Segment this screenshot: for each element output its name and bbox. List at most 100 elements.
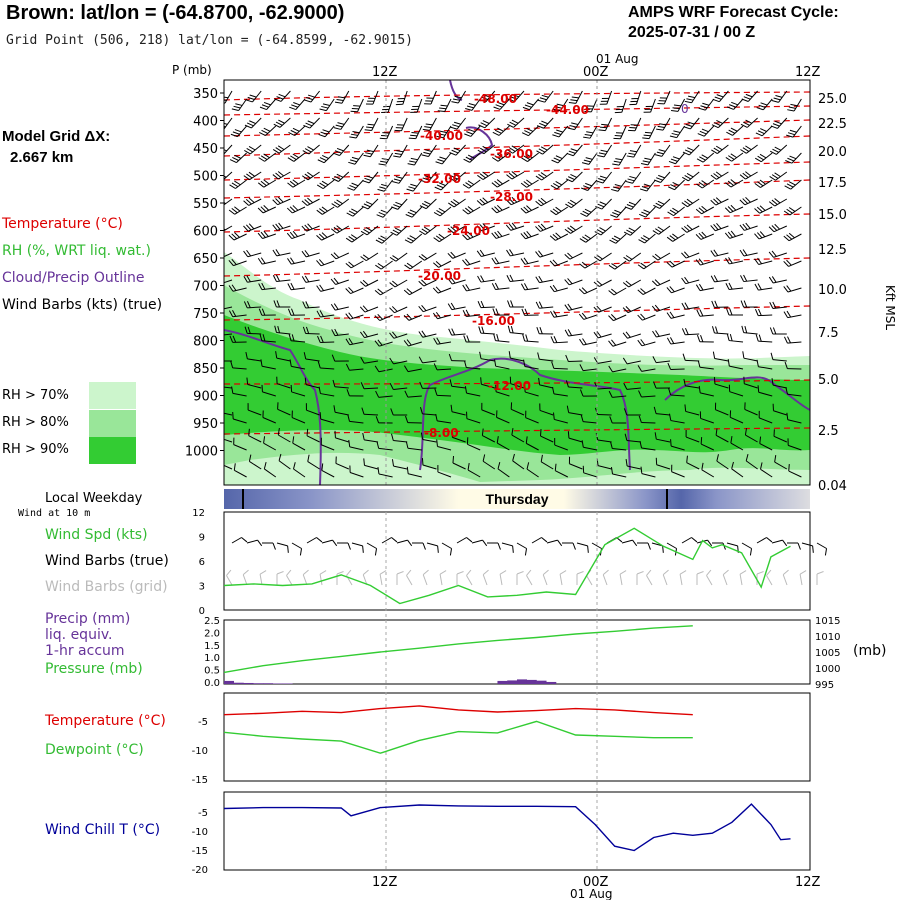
wind-barb — [306, 225, 320, 232]
wind-barb — [729, 365, 744, 370]
wind-barb — [292, 179, 306, 188]
wind-barb — [511, 198, 525, 206]
legend-cloud: Cloud/Precip Outline — [2, 270, 145, 286]
wind-barb — [233, 418, 247, 424]
wind-barb — [511, 171, 525, 180]
temperature-contour-label: -20.00 — [418, 269, 461, 283]
wind-barb — [614, 260, 627, 270]
wind-barb — [232, 314, 247, 318]
wind-barb — [451, 333, 466, 336]
wind-barb — [470, 125, 481, 137]
wind-barb — [656, 360, 671, 364]
wind-barb — [714, 358, 729, 362]
wind-barb — [378, 473, 393, 478]
wind-barb — [439, 233, 452, 243]
wind-barb — [641, 473, 656, 478]
wind-barb — [351, 233, 364, 243]
wind-barb — [676, 125, 686, 138]
wind-barb — [495, 233, 510, 239]
wind-barb — [729, 260, 744, 265]
top-date-label: 01 Aug — [596, 52, 639, 66]
wind-barb — [619, 125, 627, 139]
wind-barb — [587, 179, 598, 191]
wind-barb — [247, 409, 262, 416]
wind-barb — [559, 98, 569, 112]
wind-barb — [495, 340, 510, 343]
wind-barb — [758, 233, 773, 240]
label-pressure: Pressure (mb) — [45, 661, 143, 677]
wind-barb — [224, 386, 233, 389]
wind-barb — [569, 463, 583, 470]
wind-barb — [732, 125, 744, 136]
model-grid-title: Model Grid ΔX: — [2, 128, 111, 145]
wind-barb — [265, 125, 277, 136]
wind-barb — [452, 462, 466, 470]
wind-barb — [378, 395, 393, 398]
wind-barb — [247, 252, 262, 258]
wind-barb — [276, 383, 291, 389]
wind-barb — [408, 341, 422, 347]
wind-barb — [443, 125, 452, 139]
wind-barb — [571, 198, 583, 209]
wind-barb — [744, 383, 758, 389]
wind-barb — [235, 179, 247, 189]
wind-barb — [527, 152, 539, 162]
wind-barb — [441, 152, 452, 165]
wind-barb — [437, 341, 452, 345]
wind-barb — [295, 98, 306, 110]
wind-barb — [232, 287, 247, 292]
wind-barb — [368, 171, 379, 184]
wind-barb — [510, 225, 525, 231]
wind-barb — [761, 125, 773, 137]
wind-barb — [372, 90, 379, 105]
wind-barb — [773, 279, 787, 284]
wind-barb — [438, 260, 452, 268]
wind-barb — [616, 206, 627, 218]
wind-barb — [276, 225, 291, 231]
wind-barb — [422, 438, 437, 443]
wind-barb — [467, 443, 481, 451]
wind-barb — [524, 260, 539, 265]
wind-barb — [524, 366, 539, 370]
wind-barb — [670, 394, 685, 397]
wind-barb — [291, 287, 306, 291]
wind-barb — [730, 442, 744, 451]
wind-barb — [791, 152, 802, 164]
wind-barb — [251, 117, 262, 129]
wind-barb — [571, 171, 583, 183]
wind-barb — [627, 465, 641, 470]
wind-barb — [597, 413, 612, 416]
wind-barb — [261, 365, 276, 370]
wind-barb — [453, 225, 466, 234]
wind-barb — [513, 117, 525, 128]
wind-barb — [657, 279, 671, 287]
wind-barb — [262, 233, 276, 239]
wind-barb — [276, 279, 291, 282]
wind-barb — [558, 125, 569, 138]
wind-barb — [451, 306, 466, 311]
wind-barb — [416, 98, 423, 113]
wind-barb — [408, 473, 422, 478]
wind-barb — [583, 314, 598, 320]
wind-barb — [525, 391, 539, 397]
wind-barb — [704, 98, 715, 111]
wind-barb — [686, 462, 700, 470]
height-tick-label: 0.04 — [818, 479, 847, 494]
pressure-unit-label: P (mb) — [172, 63, 212, 77]
rh90-region — [224, 315, 810, 455]
wind-barb — [386, 125, 394, 139]
wind-barb — [702, 179, 715, 189]
wind-barb — [510, 332, 525, 335]
wind-barb — [249, 171, 262, 181]
wind-barb — [629, 252, 642, 262]
wind-barb — [452, 252, 466, 259]
wind-barb — [645, 206, 656, 218]
wind-barb — [379, 314, 393, 322]
wind-barb — [233, 260, 247, 267]
wind-barb — [662, 117, 671, 131]
wind-barb — [430, 90, 437, 105]
temperature-contour-label: -28.00 — [490, 190, 533, 204]
wind-barb — [252, 90, 262, 103]
wind-barb — [454, 171, 466, 182]
wind-barb — [262, 206, 277, 214]
